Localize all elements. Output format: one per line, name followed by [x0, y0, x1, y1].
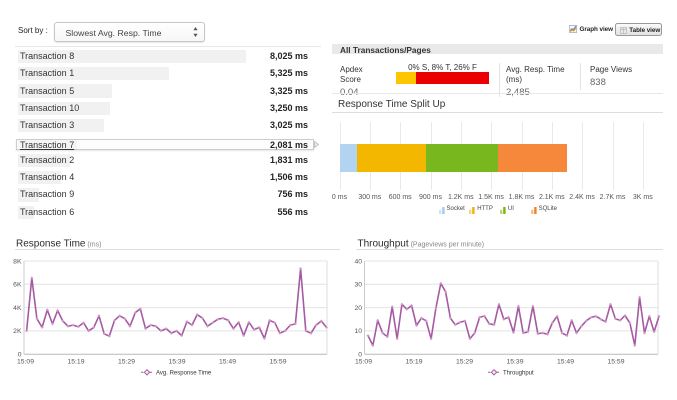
svg-text:4K: 4K: [13, 305, 22, 312]
svg-text:20: 20: [354, 305, 362, 312]
svg-text:15:59: 15:59: [269, 359, 286, 366]
svg-text:0: 0: [358, 352, 362, 359]
svg-text:15:09: 15:09: [17, 359, 34, 366]
svg-text:Throughput (Pageviews per minu: Throughput (Pageviews per minute): [358, 239, 485, 250]
svg-text:30: 30: [354, 282, 362, 289]
svg-text:15:39: 15:39: [506, 359, 523, 366]
svg-text:Throughput: Throughput: [503, 371, 534, 377]
svg-text:15:49: 15:49: [219, 359, 236, 366]
svg-text:15:29: 15:29: [456, 359, 473, 366]
svg-text:40: 40: [354, 258, 362, 265]
svg-text:15:19: 15:19: [405, 359, 422, 366]
svg-text:15:49: 15:49: [557, 359, 574, 366]
svg-text:15:29: 15:29: [118, 359, 135, 366]
svg-text:8K: 8K: [13, 258, 22, 265]
svg-text:15:19: 15:19: [67, 359, 84, 366]
svg-text:10: 10: [354, 328, 362, 335]
svg-text:Avg. Response Time: Avg. Response Time: [156, 371, 212, 377]
svg-text:0: 0: [18, 352, 22, 359]
svg-text:6K: 6K: [13, 282, 22, 289]
svg-text:15:09: 15:09: [355, 359, 372, 366]
svg-text:15:59: 15:59: [607, 359, 624, 366]
svg-text:Response Time (ms): Response Time (ms): [16, 239, 101, 250]
svg-text:2K: 2K: [13, 328, 22, 335]
svg-text:15:39: 15:39: [168, 359, 185, 366]
